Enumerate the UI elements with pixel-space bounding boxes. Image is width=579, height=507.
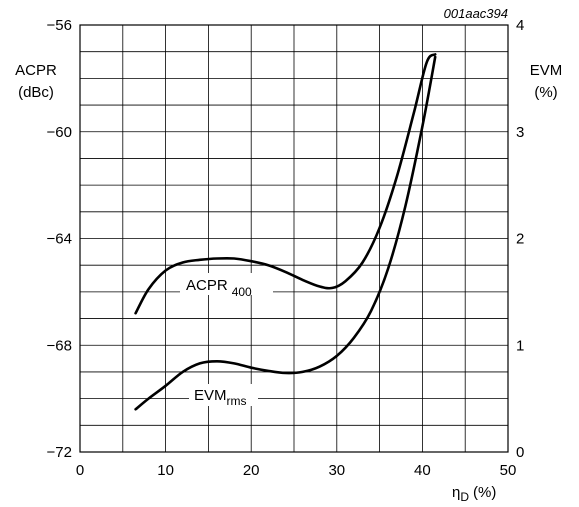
acpr-series-line — [134, 53, 437, 315]
evm-series-line — [134, 55, 437, 411]
x-tick-label: 10 — [157, 462, 174, 479]
grid — [80, 25, 508, 452]
evm-label-bg — [189, 384, 258, 406]
left-y-tick-label: −68 — [47, 337, 72, 354]
x-axis-label-main: η — [452, 484, 460, 501]
right-y-tick-label: 3 — [516, 124, 524, 141]
acpr-label-bg — [180, 273, 273, 295]
right-y-tick-label: 0 — [516, 444, 524, 461]
left-axis-label-line1: ACPR — [15, 62, 57, 79]
figure-code: 001aac394 — [444, 6, 508, 21]
series-lines — [134, 53, 437, 411]
left-y-tick-label: −64 — [47, 231, 72, 248]
plot-frame — [79, 24, 509, 453]
left-y-tick-label: −72 — [47, 444, 72, 461]
evm-label-main: EVM — [194, 387, 227, 404]
left-axis-label-line2: (dBc) — [18, 84, 54, 101]
evm-series-label: EVMrms — [194, 387, 247, 408]
acpr-series-label: ACPR 400 — [186, 277, 252, 299]
acpr-label-sub: 400 — [232, 285, 252, 299]
right-axis-label-line1: EVM — [530, 62, 563, 79]
x-axis-label-unit: (%) — [473, 484, 496, 501]
acpr-label-main: ACPR — [186, 277, 228, 294]
left-y-tick-label: −60 — [47, 124, 72, 141]
x-tick-label: 0 — [76, 462, 84, 479]
right-y-tick-label: 4 — [516, 17, 524, 34]
x-tick-label: 20 — [243, 462, 260, 479]
evm-label-sub: rms — [227, 394, 247, 408]
right-y-tick-label: 2 — [516, 231, 524, 248]
x-tick-label: 40 — [414, 462, 431, 479]
x-axis-label: ηD (%) — [452, 484, 496, 504]
right-axis-label-line2: (%) — [534, 84, 557, 101]
x-axis-label-sub: D — [460, 490, 469, 504]
x-tick-label: 30 — [328, 462, 345, 479]
right-y-tick-label: 1 — [516, 337, 524, 354]
x-tick-label: 50 — [500, 462, 517, 479]
left-y-tick-label: −56 — [47, 17, 72, 34]
